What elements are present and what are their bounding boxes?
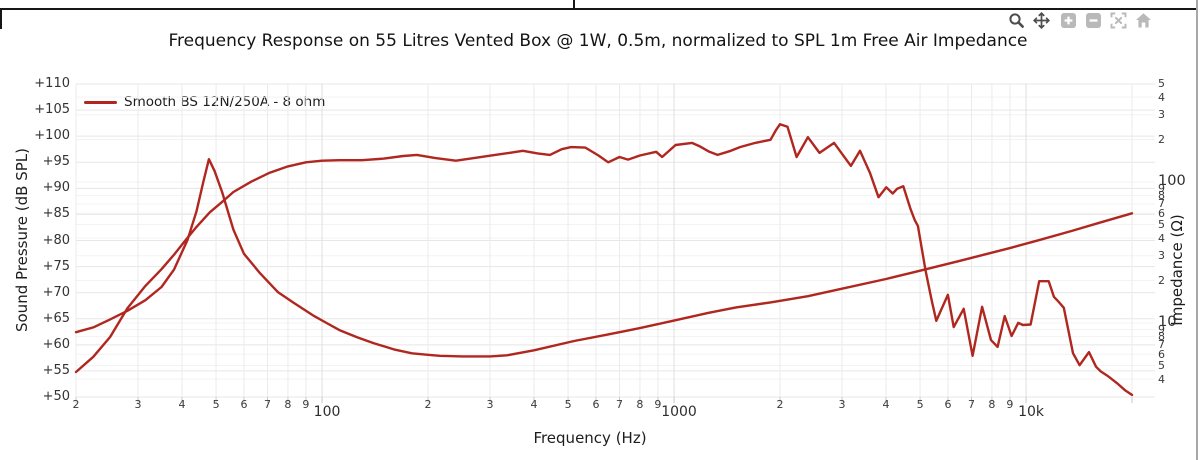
x-tick-label: 3	[134, 398, 142, 411]
y-left-tick-label: +50	[42, 389, 70, 404]
x-tick-label: 9	[302, 398, 310, 411]
x-tick-label: 8	[988, 398, 996, 411]
frame-top-divider	[573, 0, 575, 9]
x-tick-label-decade: 1000	[661, 404, 697, 420]
x-tick-label: 3	[486, 398, 494, 411]
y-left-tick-label: +100	[34, 128, 70, 144]
y-right-tick-label: 6	[1158, 206, 1165, 220]
y-right-tick-label: 2	[1158, 133, 1165, 147]
y-right-tick-label: 4	[1158, 231, 1165, 245]
y-right-tick-label: 4	[1158, 372, 1165, 386]
fullscreen-icon[interactable]	[1110, 12, 1127, 29]
x-tick-label: 2	[424, 398, 432, 411]
frame-right-border	[1196, 0, 1198, 460]
y-left-tick-label: +85	[42, 206, 70, 222]
y-right-tick-label: 8	[1158, 189, 1165, 203]
y-left-tick-label: +70	[42, 284, 70, 300]
x-tick-label: 4	[882, 398, 890, 411]
zoom-in-icon[interactable]	[1060, 12, 1077, 29]
y-right-tick-label: 3	[1158, 249, 1165, 263]
frame-left-notch	[0, 8, 2, 29]
x-tick-label: 8	[636, 398, 644, 411]
x-tick-label: 9	[654, 398, 662, 411]
y-left-tick-label: +55	[42, 362, 70, 378]
x-tick-label: 3	[838, 398, 846, 411]
y-right-tick-label: 5	[1158, 358, 1165, 372]
y-right-tick-label: 8	[1158, 330, 1165, 344]
y-axis-title-impedance: Impedance (Ω)	[1168, 214, 1186, 326]
x-axis-title: Frequency (Hz)	[533, 429, 647, 447]
y-right-tick-label: 2	[1158, 274, 1165, 288]
y-right-tick-label: 6	[1158, 347, 1165, 361]
zoom-lens-icon[interactable]	[1008, 12, 1025, 29]
y-right-tick-label: 100	[1158, 173, 1186, 189]
impedance-curve	[74, 157, 1134, 358]
frequency-gridlines	[75, 84, 1133, 397]
x-tick-label: 8	[284, 398, 292, 411]
legend-line-sample	[84, 100, 117, 104]
x-tick-label: 5	[916, 398, 924, 411]
frame-top-border	[0, 8, 1196, 10]
x-tick-label: 9	[1006, 398, 1014, 411]
x-tick-label: 2	[776, 398, 784, 411]
x-tick-label: 5	[564, 398, 572, 411]
zoom-out-icon[interactable]	[1085, 12, 1102, 29]
x-tick-label: 5	[212, 398, 220, 411]
x-tick-label: 7	[968, 398, 975, 411]
y-left-tick-label: +75	[42, 258, 70, 274]
x-tick-label: 6	[944, 398, 952, 411]
x-tick-label: 2	[72, 398, 80, 411]
y-left-tick-label: +90	[42, 180, 70, 196]
x-tick-label-decade: 100	[313, 404, 341, 420]
y-right-tick-label: 9	[1158, 322, 1165, 336]
y-right-tick-label: 9	[1158, 181, 1165, 195]
chart-toolbar	[1008, 11, 1160, 29]
chart-title: Frequency Response on 55 Litres Vented B…	[168, 31, 1028, 51]
y-left-tick-label: +105	[34, 102, 70, 118]
x-tick-marks	[75, 397, 1133, 403]
home-icon[interactable]	[1135, 12, 1152, 29]
x-tick-label: 6	[592, 398, 600, 411]
curves	[74, 122, 1134, 397]
legend-label: Smooth BS 12N/250A - 8 ohm	[124, 94, 326, 110]
y-right-tick-label: 4	[1158, 90, 1165, 104]
y-left-tick-label: +80	[42, 232, 70, 248]
x-tick-label: 4	[530, 398, 538, 411]
y-left-tick-label: +110	[34, 76, 70, 91]
x-tick-label: 7	[264, 398, 271, 411]
y-right-tick-label: 5	[1158, 217, 1165, 231]
y-right-tick-label: 5	[1158, 76, 1165, 90]
spl-curve	[74, 122, 1134, 397]
spl-gridlines	[76, 83, 1155, 398]
x-tick-label: 6	[240, 398, 248, 411]
y-left-tick-label: +65	[42, 310, 70, 326]
y-right-tick-label: 10	[1158, 314, 1177, 330]
y-left-tick-label: +95	[42, 154, 70, 170]
y-left-tick-label: +60	[42, 336, 70, 352]
y-right-tick-label: 7	[1158, 338, 1165, 352]
x-tick-label: 7	[616, 398, 623, 411]
x-tick-label-decade: 10k	[1018, 404, 1044, 420]
legend[interactable]: Smooth BS 12N/250A - 8 ohm	[84, 94, 325, 110]
x-tick-label: 4	[178, 398, 186, 411]
pan-icon[interactable]	[1032, 11, 1051, 29]
y-right-tick-label: 3	[1158, 108, 1165, 122]
y-right-tick-label: 7	[1158, 197, 1165, 211]
